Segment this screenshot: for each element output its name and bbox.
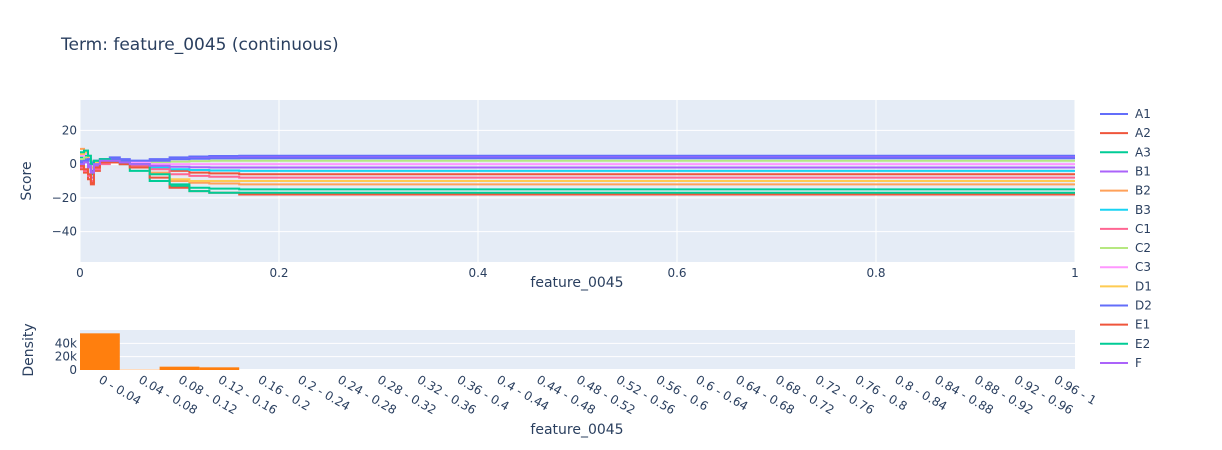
density-bar [199,367,240,370]
legend-label: E1 [1135,318,1150,332]
chart-title: Term: feature_0045 (continuous) [60,35,339,55]
density-bar [159,366,200,370]
score-x-tick-label: 0.2 [269,266,288,280]
density-y-tick-label: 20k [55,350,77,364]
legend-label: B1 [1135,164,1151,178]
score-y-tick-label: −40 [52,225,77,239]
series-line-d2 [80,157,1075,164]
score-x-ticks: 0 0.2 0.4 0.6 0.8 1 [76,266,1079,280]
legend-label: A1 [1135,107,1151,121]
score-x-tick-label: 1 [1071,266,1079,280]
score-y-ticks: 20 0 −20 −40 [52,123,77,238]
legend-label: A2 [1135,126,1151,140]
score-x-tick-label: 0.4 [468,266,487,280]
legend-item-b2[interactable]: B2 [1100,184,1151,198]
series-line-f [80,159,1075,174]
legend-item-e1[interactable]: E1 [1100,318,1150,332]
score-x-axis-title: feature_0045 [530,275,623,291]
legend-item-d1[interactable]: D1 [1100,279,1152,293]
legend-item-f[interactable]: F [1100,356,1142,370]
legend-item-c1[interactable]: C1 [1100,222,1151,236]
legend-item-d2[interactable]: D2 [1100,299,1152,313]
legend-item-b1[interactable]: B1 [1100,164,1151,178]
density-y-tick-label: 40k [55,336,77,350]
legend-item-e2[interactable]: E2 [1100,337,1150,351]
score-y-tick-label: 0 [69,157,77,171]
legend-label: D2 [1135,299,1152,313]
density-x-ticks: 0 - 0.040.04 - 0.080.08 - 0.120.12 - 0.1… [96,372,1098,417]
legend-label: E2 [1135,337,1150,351]
legend-label: C2 [1135,241,1151,255]
score-y-tick-label: −20 [52,191,77,205]
legend-item-b3[interactable]: B3 [1100,203,1151,217]
density-y-axis-title: Density [21,323,37,376]
legend-label: C1 [1135,222,1151,236]
legend-label: F [1135,356,1142,370]
legend-label: B2 [1135,184,1151,198]
score-y-tick-label: 20 [62,123,77,137]
density-x-tick-label: 0 - 0.04 [96,372,143,407]
density-x-axis-title: feature_0045 [530,422,623,438]
score-series-group [80,147,1075,196]
density-plot-area [80,330,1075,370]
legend-label: C3 [1135,260,1151,274]
legend-label: B3 [1135,203,1151,217]
density-gridlines [80,342,1075,371]
score-x-tick-label: 0.6 [667,266,686,280]
legend-item-c2[interactable]: C2 [1100,241,1151,255]
legend: A1 A2 A3 B1 B2 B3 C1 C2 C3 D1 D2 E1 E2 F [1100,107,1152,370]
score-y-axis-title: Score [19,161,35,200]
legend-item-c3[interactable]: C3 [1100,260,1151,274]
legend-item-a3[interactable]: A3 [1100,145,1151,159]
legend-label: A3 [1135,145,1151,159]
score-x-tick-label: 0.8 [866,266,885,280]
score-x-tick-label: 0 [76,266,84,280]
density-bar [80,333,120,370]
legend-item-a2[interactable]: A2 [1100,126,1151,140]
legend-label: D1 [1135,279,1152,293]
density-bars-group [80,333,240,370]
density-y-tick-label: 0 [69,363,77,377]
legend-item-a1[interactable]: A1 [1100,107,1151,121]
